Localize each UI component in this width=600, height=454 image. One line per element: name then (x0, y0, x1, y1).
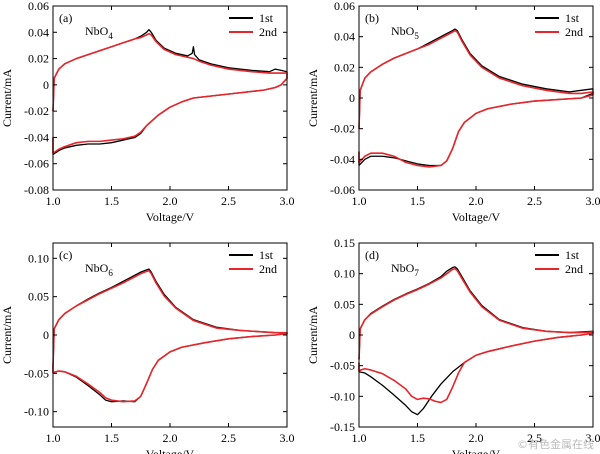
x-axis-label: Voltage/V (146, 447, 195, 454)
y-tick-label: 0.02 (334, 60, 355, 74)
series-1st-line (52, 268, 288, 403)
y-tick-label: 0.10 (334, 267, 355, 281)
x-tick-label: 2.5 (527, 431, 542, 445)
y-axis-label: Current/mA (306, 69, 320, 127)
x-tick-label: 1.0 (352, 431, 367, 445)
x-tick-label: 1.5 (410, 431, 425, 445)
cv-panel-1: 1.0 1.5 2.0 2.5 3.0 -0.08 -0.06 -0.04 -0.02 0 0.02… (0, 0, 295, 224)
series-2nd-line (52, 32, 288, 154)
y-tick-label: 0 (43, 78, 49, 92)
cv-panel-3: 1.0 1.5 2.0 2.5 3.0 -0.10 -0.05 0 0.05 0.10 Voltag… (0, 242, 295, 454)
y-tick-label: -0.02 (330, 122, 355, 136)
legend-label: 1st (259, 11, 274, 25)
legend-label: 1st (565, 248, 580, 262)
x-tick-label: 3.0 (280, 431, 295, 445)
y-tick-label: 0.05 (28, 290, 49, 304)
x-tick-label: 1.5 (104, 194, 119, 208)
y-tick-label: -0.02 (24, 104, 49, 118)
legend-label: 2nd (259, 262, 277, 276)
legend-label: 1st (565, 11, 580, 25)
y-tick-label: -0.15 (330, 420, 355, 434)
x-tick-label: 2.0 (469, 431, 484, 445)
y-tick-label: 0 (349, 91, 355, 105)
y-tick-label: 0.06 (334, 0, 355, 13)
x-tick-label: 3.0 (586, 194, 600, 208)
y-axis-label: Current/mA (0, 306, 14, 364)
y-tick-label: -0.04 (330, 152, 355, 166)
y-tick-label: 0.04 (28, 25, 49, 39)
y-tick-label: -0.04 (24, 130, 49, 144)
series-2nd-line (358, 29, 594, 168)
y-tick-label: 0.04 (334, 30, 355, 44)
x-tick-label: 2.5 (221, 431, 236, 445)
x-tick-label: 1.0 (46, 431, 61, 445)
x-tick-label: 2.0 (469, 194, 484, 208)
x-tick-label: 2.5 (527, 194, 542, 208)
cv-panel-4: 1.0 1.5 2.0 2.5 3.0 -0.15 -0.10 -0.05 0 0.05 0.10 0… (306, 236, 600, 454)
x-tick-label: 2.0 (163, 194, 178, 208)
x-axis-label: Voltage/V (452, 210, 501, 224)
compound-label: NbO4 (85, 24, 113, 41)
legend-label: 2nd (565, 25, 583, 39)
y-tick-label: 0.05 (334, 297, 355, 311)
x-tick-label: 2.0 (163, 431, 178, 445)
compound-label: NbO5 (391, 24, 419, 41)
y-axis-label: Current/mA (0, 69, 14, 127)
y-tick-label: 0.06 (28, 0, 49, 13)
legend-label: 1st (259, 248, 274, 262)
series-1st-line (358, 28, 594, 167)
series-1st-line (358, 266, 594, 416)
y-tick-label: -0.10 (24, 405, 49, 419)
y-tick-label: -0.06 (330, 183, 355, 197)
panel-label: (c) (59, 248, 72, 262)
y-tick-label: 0.10 (28, 251, 49, 265)
x-tick-label: 1.5 (104, 431, 119, 445)
panel-label: (d) (365, 248, 379, 262)
y-tick-label: -0.05 (330, 359, 355, 373)
y-tick-label: -0.10 (330, 389, 355, 403)
x-tick-label: 2.5 (221, 194, 236, 208)
y-tick-label: -0.08 (24, 183, 49, 197)
x-tick-label: 3.0 (586, 431, 600, 445)
x-tick-label: 1.5 (410, 194, 425, 208)
legend-label: 2nd (565, 262, 583, 276)
y-tick-label: 0 (349, 328, 355, 342)
x-tick-label: 3.0 (280, 194, 295, 208)
watermark: ©有色金属在线 (517, 438, 594, 451)
x-axis-label: Voltage/V (452, 447, 501, 454)
x-tick-label: 1.0 (46, 194, 61, 208)
x-axis-label: Voltage/V (146, 210, 195, 224)
cv-panel-2: 1.0 1.5 2.0 2.5 3.0 -0.06 -0.04 -0.02 0 0.02 0.04 0… (306, 0, 600, 224)
y-axis-label: Current/mA (306, 306, 320, 364)
y-tick-label: -0.05 (24, 366, 49, 380)
series-2nd-line (358, 267, 594, 404)
panel-label: (a) (59, 11, 72, 25)
series-2nd-line (52, 269, 288, 403)
compound-label: NbO7 (391, 261, 419, 278)
compound-label: NbO6 (85, 261, 113, 278)
legend-label: 2nd (259, 25, 277, 39)
x-tick-label: 1.0 (352, 194, 367, 208)
y-tick-label: 0 (43, 328, 49, 342)
y-tick-label: -0.06 (24, 157, 49, 171)
y-tick-label: 0.02 (28, 52, 49, 66)
y-tick-label: 0.15 (334, 236, 355, 250)
panel-label: (b) (365, 11, 379, 25)
